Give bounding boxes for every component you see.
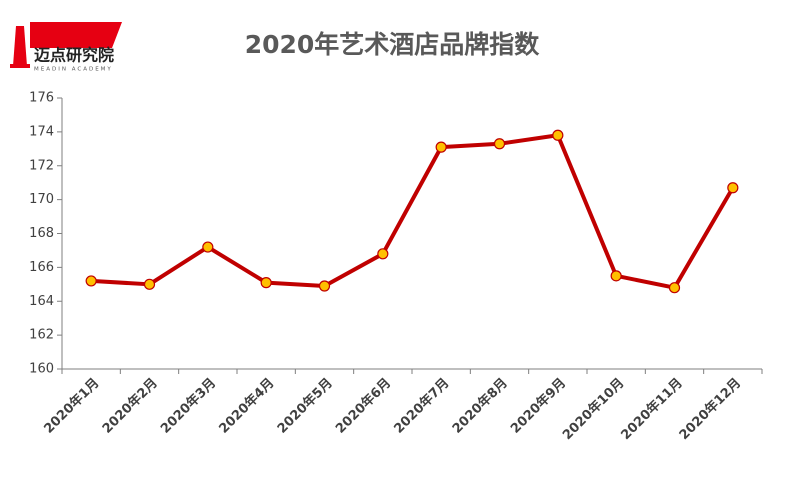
marker <box>727 182 739 194</box>
marker <box>143 278 156 290</box>
y-tick-label: 162 <box>29 328 54 343</box>
x-tick-label: 2020年7月 <box>391 375 453 437</box>
marker <box>552 129 564 141</box>
x-tick-label: 2020年5月 <box>274 375 336 437</box>
y-tick-label: 170 <box>29 192 54 207</box>
logo-lighthouse <box>13 26 27 66</box>
x-tick-label: 2020年12月 <box>676 375 744 443</box>
x-tick-label: 2020年9月 <box>507 375 569 437</box>
y-tick-label: 168 <box>29 226 54 241</box>
x-tick-label: 2020年11月 <box>618 375 686 443</box>
marker <box>260 277 272 289</box>
x-tick-label: 2020年4月 <box>216 375 278 437</box>
marker <box>610 270 622 282</box>
marker <box>493 138 506 150</box>
y-tick-label: 172 <box>29 158 54 173</box>
marker <box>668 282 681 294</box>
marker <box>85 275 97 287</box>
marker <box>435 141 447 153</box>
marker <box>318 280 331 292</box>
x-tick-label: 2020年2月 <box>99 375 161 437</box>
marker <box>377 248 389 260</box>
x-tick-label: 2020年3月 <box>157 375 219 437</box>
logo-name: 迈点研究院 <box>34 46 114 65</box>
y-tick-label: 166 <box>29 260 54 275</box>
line <box>91 133 735 290</box>
logo-banner <box>30 22 122 48</box>
logo: 迈点研究院 MEADIN ACADEMY <box>10 22 122 73</box>
logo-base <box>10 64 30 68</box>
x-tick-label: 2020年10月 <box>559 375 627 443</box>
x-tick-label: 2020年8月 <box>449 375 511 437</box>
y-tick-label: 164 <box>29 294 54 309</box>
y-tick-label: 160 <box>29 362 54 377</box>
x-tick-label: 2020年6月 <box>332 375 394 437</box>
x-tick-label: 2020年1月 <box>41 375 103 437</box>
y-tick-label: 174 <box>29 124 54 139</box>
marker <box>202 241 214 253</box>
chart-title: 2020年艺术酒店品牌指数 <box>245 30 541 59</box>
y-tick-label: 176 <box>29 91 54 106</box>
logo-subtitle: MEADIN ACADEMY <box>34 67 113 73</box>
